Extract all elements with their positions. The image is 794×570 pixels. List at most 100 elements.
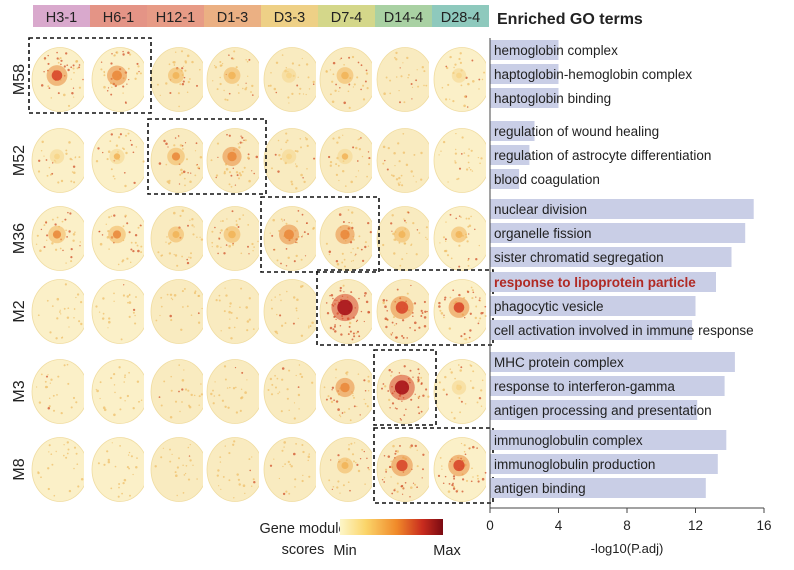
tissue-section — [433, 128, 492, 193]
tissue-section — [206, 437, 265, 502]
go-bar — [490, 169, 520, 189]
go-term-label: immunoglobulin complex — [494, 433, 643, 448]
tissue-section — [206, 128, 265, 193]
tissue-section — [263, 279, 322, 344]
tissue-section — [319, 279, 378, 344]
tissue-section — [263, 128, 322, 193]
go-bar — [490, 400, 698, 420]
go-term-label: organelle fission — [494, 226, 592, 241]
x-tick-label: 8 — [623, 518, 631, 533]
tissue-section — [91, 279, 150, 344]
module-label: M58 — [11, 64, 28, 95]
go-bar — [490, 247, 732, 267]
timepoint-band — [204, 5, 261, 27]
timepoint-band — [432, 5, 489, 27]
timepoint-band — [147, 5, 204, 27]
tissue-section — [433, 47, 492, 112]
module-section: M52 regulation of wound healing regulation… — [11, 118, 711, 195]
legend-title-line2: scores — [282, 542, 325, 558]
legend-min-label: Min — [333, 543, 356, 559]
x-axis-label: -log10(P.adj) — [591, 541, 664, 556]
go-bar — [490, 145, 530, 165]
tissue-section — [319, 128, 378, 193]
timepoint-label: D14-4 — [384, 10, 424, 26]
color-legend: Gene module scores Min Max — [259, 519, 461, 559]
go-term-label: phagocytic vesicle — [494, 299, 604, 314]
tissue-section — [263, 437, 322, 502]
go-term-label: haptoglobin-hemoglobin complex — [494, 67, 692, 82]
go-term-label: nuclear division — [494, 202, 587, 217]
module-section: M3 MHC protein complex response to interfe… — [11, 349, 735, 426]
tissue-section — [319, 47, 378, 112]
go-bar — [490, 352, 735, 372]
module-section: M36 nuclear division organelle fission sist… — [11, 196, 754, 273]
tissue-section — [150, 279, 209, 344]
legend-color-ramp — [340, 519, 443, 535]
tissue-section — [150, 128, 209, 193]
module-label: M2 — [11, 300, 28, 322]
tissue-section — [376, 206, 435, 271]
tissue-section — [91, 206, 150, 271]
tissue-section — [91, 359, 150, 424]
tissue-section — [376, 279, 435, 344]
go-bar — [490, 223, 746, 243]
go-bar — [490, 296, 696, 316]
timepoint-header: H3-1 H6-1 H12-1 D1-3 D3-3 D7-4 D14-4 D28-4 — [33, 5, 489, 27]
timepoint-band — [33, 5, 90, 27]
tissue-section — [91, 128, 150, 193]
tissue-section — [31, 279, 90, 344]
timepoint-band — [261, 5, 318, 27]
timepoint-band — [90, 5, 147, 27]
tissue-section — [319, 437, 378, 502]
module-section: M8 immunoglobulin complex immunoglobulin p… — [11, 427, 727, 504]
tissue-section — [433, 359, 492, 424]
timepoint-label: H6-1 — [103, 10, 134, 26]
go-term-label-emphasis: response to lipoprotein particle — [494, 275, 696, 290]
go-term-label: hemoglobin complex — [494, 43, 618, 58]
tissue-section — [150, 47, 209, 112]
legend-max-label: Max — [433, 543, 461, 559]
go-bar — [490, 64, 559, 84]
timepoint-label: D7-4 — [331, 10, 362, 26]
timepoint-label: D28-4 — [441, 10, 481, 26]
tissue-section — [91, 47, 150, 112]
go-bar — [490, 320, 693, 340]
go-term-label: regulation of wound healing — [494, 124, 659, 139]
tissue-section — [263, 47, 322, 112]
tissue-section — [206, 359, 265, 424]
timepoint-label: D3-3 — [274, 10, 305, 26]
tissue-section — [263, 359, 322, 424]
timepoint-label: H12-1 — [156, 10, 196, 26]
tissue-section — [31, 128, 90, 193]
tissue-section — [150, 359, 209, 424]
go-bar — [490, 478, 706, 498]
timepoint-band — [375, 5, 432, 27]
module-sections: M58 hemoglobin complex haptoglobin-hemoglo… — [11, 37, 754, 504]
highlight-box — [373, 349, 437, 426]
tissue-section — [433, 437, 492, 502]
timepoint-label: H3-1 — [46, 10, 77, 26]
go-term-label: antigen binding — [494, 481, 586, 496]
tissue-section — [376, 128, 435, 193]
go-term-label: regulation of astrocyte differentiation — [494, 148, 711, 163]
tissue-section — [319, 206, 378, 271]
go-bar — [490, 430, 727, 450]
go-term-label: haptoglobin binding — [494, 91, 611, 106]
tissue-section — [376, 437, 435, 502]
go-term-label: sister chromatid segregation — [494, 250, 664, 265]
tissue-section — [319, 359, 378, 424]
go-term-label: blood coagulation — [494, 172, 600, 187]
tissue-section — [150, 206, 209, 271]
go-term-label: response to interferon-gamma — [494, 379, 675, 394]
tissue-section — [376, 359, 435, 424]
go-term-label: antigen processing and presentation — [494, 403, 712, 418]
tissue-section — [433, 279, 492, 344]
x-tick-label: 4 — [555, 518, 563, 533]
tissue-section — [31, 47, 90, 112]
x-tick-label: 0 — [486, 518, 494, 533]
go-term-label: immunoglobulin production — [494, 457, 655, 472]
go-bar — [490, 272, 716, 292]
tissue-section — [91, 437, 150, 502]
go-term-label: cell activation involved in immune respo… — [494, 323, 754, 338]
